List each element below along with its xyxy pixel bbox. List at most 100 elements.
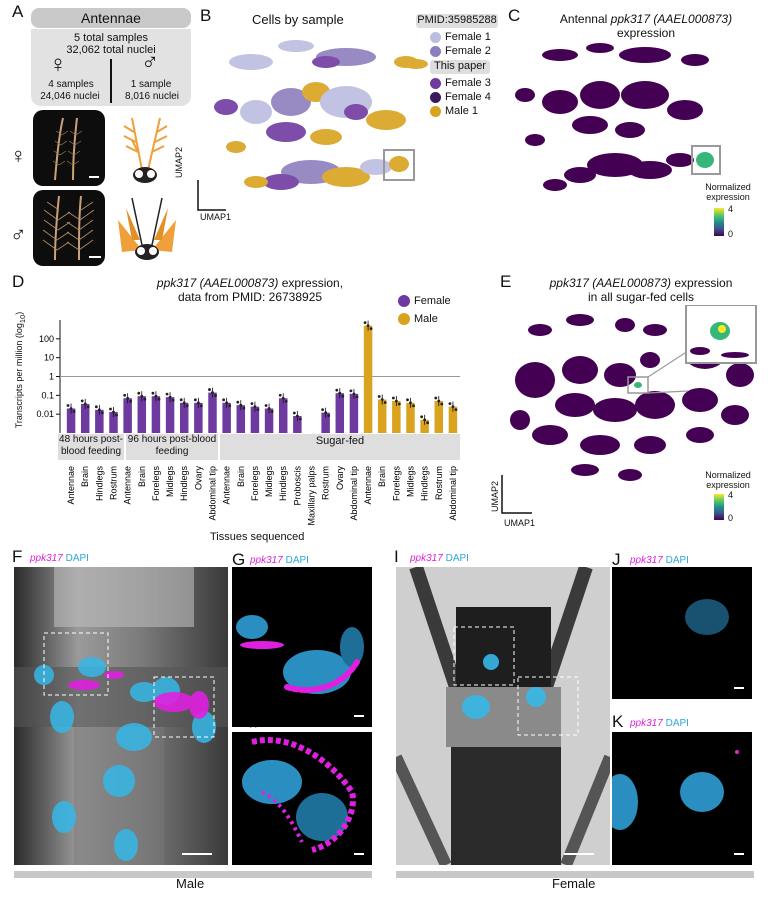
male-nuclei: 8,016 nuclei: [125, 91, 179, 102]
header-i: ppk317 DAPI: [410, 553, 469, 564]
bar: [236, 405, 246, 433]
bar: [80, 403, 90, 433]
bar: [406, 402, 415, 433]
antennae-title: Antennae: [31, 8, 191, 28]
x-tick-label: Forelegs: [151, 466, 161, 502]
data-point: [355, 395, 359, 399]
x-tick-label: Maxillary palps: [307, 466, 317, 526]
data-point: [298, 417, 302, 421]
panel-label-j: J: [612, 550, 621, 569]
x-tick-label: Rostrum: [321, 466, 331, 500]
group-96h: 96 hours post-blood feeding: [126, 434, 218, 460]
legend-item-male: Male: [398, 312, 451, 326]
female-nuclei: 24,046 nuclei: [40, 91, 100, 102]
umap-by-sample: [196, 32, 496, 216]
data-point: [123, 393, 127, 397]
chart-d-xlabel: Tissues sequenced: [210, 531, 305, 543]
data-point: [256, 408, 260, 412]
cbar-e-min: 0: [728, 513, 734, 523]
data-point: [426, 421, 430, 425]
x-tick-label: Hindlegs: [94, 466, 104, 502]
bar: [250, 406, 260, 433]
cbar-e-label: Normalized expression: [705, 470, 751, 490]
panel-label-i: I: [394, 547, 399, 566]
data-point: [338, 391, 342, 395]
data-point: [185, 404, 189, 408]
data-point: [409, 401, 412, 405]
x-tick-label: Antennae: [222, 466, 232, 505]
data-point: [341, 394, 345, 398]
image-f-male-overview: [14, 567, 228, 865]
male-samples: 1 sample: [130, 79, 172, 90]
data-point: [363, 321, 367, 325]
divider: [110, 59, 112, 103]
image-i-female-overview: [396, 567, 610, 865]
x-tick-label: Midlegs: [406, 466, 416, 498]
data-point: [397, 402, 401, 406]
data-point: [100, 411, 104, 415]
data-point: [278, 393, 282, 397]
image-g-zoom: [232, 567, 372, 727]
y-tick-label: 100: [39, 334, 54, 344]
chart-d-legend: Female Male: [398, 294, 451, 326]
antennae-summary-box: 5 total samples 32,062 total nuclei ♀ ♂ …: [31, 29, 191, 106]
x-tick-label: Hindlegs: [420, 466, 430, 502]
umap-sugar-fed: [500, 304, 760, 527]
legend-item-female-3: Female 3: [430, 76, 510, 90]
data-point: [140, 394, 144, 398]
header-f: ppk317 DAPI: [30, 553, 89, 564]
panel-label-k: K: [612, 712, 624, 731]
header-g: ppk317 DAPI: [250, 555, 309, 566]
bar: [123, 398, 132, 433]
x-tick-label: Forelegs: [250, 466, 260, 502]
umap-b-title: Cells by sample: [252, 12, 344, 27]
bar: [434, 401, 444, 433]
bar: [66, 408, 76, 433]
legend-item-female-2: Female 2: [430, 44, 510, 58]
umap-e-axis2: UMAP2: [490, 480, 500, 512]
bar: [392, 401, 401, 433]
data-point: [394, 399, 398, 403]
data-point: [327, 414, 331, 418]
colorbar-c: [714, 208, 724, 236]
bar: [448, 406, 458, 433]
data-point: [165, 392, 169, 396]
x-tick-label: Abdominal tip: [208, 466, 218, 521]
male-head-icon: [112, 190, 182, 266]
panel-label-a: A: [12, 2, 24, 21]
data-point: [406, 398, 409, 402]
umap-e-axis1: UMAP1: [504, 518, 536, 528]
data-point: [171, 398, 175, 402]
male-bar: [14, 871, 372, 878]
x-tick-label: Rostrum: [109, 466, 119, 500]
female-bar: [396, 871, 754, 878]
data-point: [352, 392, 356, 396]
data-point: [284, 399, 288, 403]
data-point: [434, 396, 438, 400]
bar: [293, 415, 302, 433]
data-point: [112, 410, 115, 414]
bar: [264, 408, 274, 433]
data-point: [83, 402, 87, 406]
data-point: [236, 400, 240, 404]
bar: [208, 392, 217, 433]
data-point: [335, 388, 339, 392]
data-point: [377, 395, 381, 398]
female-antennae-photo: [33, 110, 105, 186]
x-tick-label: Proboscis: [292, 466, 302, 506]
y-tick-label: 10: [44, 353, 54, 363]
bar: [165, 397, 175, 433]
umap-b-axis2: UMAP2: [174, 146, 184, 178]
data-point: [179, 398, 183, 402]
legend-item-female-4: Female 4: [430, 90, 510, 104]
data-point: [412, 404, 415, 408]
image-j-zoom: [612, 567, 752, 699]
data-point: [143, 397, 147, 401]
panel-label-g: G: [232, 550, 246, 569]
legend-group-this-paper: This paper: [430, 60, 490, 74]
data-point: [366, 324, 370, 328]
cbar-c-label: Normalized expression: [705, 182, 751, 202]
data-point: [66, 404, 70, 407]
x-tick-label: Brain: [80, 466, 90, 487]
female-label: Female: [552, 876, 596, 891]
